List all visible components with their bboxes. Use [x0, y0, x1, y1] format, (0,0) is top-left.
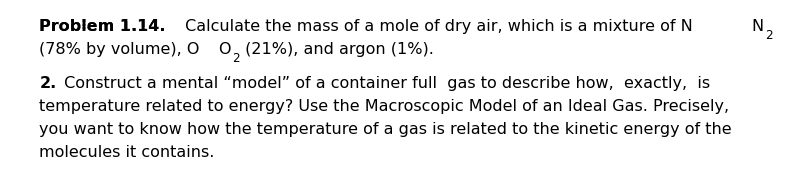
- Text: 2.: 2.: [39, 76, 57, 91]
- Text: Problem 1.14.: Problem 1.14.: [39, 19, 166, 34]
- Text: 2: 2: [765, 29, 773, 42]
- Text: molecules it contains.: molecules it contains.: [39, 145, 214, 160]
- Text: Problem 1.14.: Problem 1.14.: [39, 19, 166, 34]
- Text: (21%), and argon (1%).: (21%), and argon (1%).: [240, 42, 434, 57]
- Text: 2: 2: [232, 52, 239, 65]
- Text: temperature related to energy? Use the Macroscopic Model of an Ideal Gas. Precis: temperature related to energy? Use the M…: [39, 99, 730, 114]
- Text: N: N: [751, 19, 763, 34]
- Text: you want to know how the temperature of a gas is related to the kinetic energy o: you want to know how the temperature of …: [39, 122, 732, 137]
- Text: Calculate the mass of a mole of dry air, which is a mixture of N: Calculate the mass of a mole of dry air,…: [180, 19, 693, 34]
- Text: (78% by volume), O: (78% by volume), O: [39, 42, 200, 57]
- Text: Problem 1.14. Calculate the mass of a mole of dry air, which is a mixture of N2: Problem 1.14. Calculate the mass of a mo…: [39, 19, 674, 34]
- Text: Construct a mental “model” of a container full  gas to describe how,  exactly,  : Construct a mental “model” of a containe…: [58, 76, 710, 91]
- Text: O: O: [218, 42, 230, 57]
